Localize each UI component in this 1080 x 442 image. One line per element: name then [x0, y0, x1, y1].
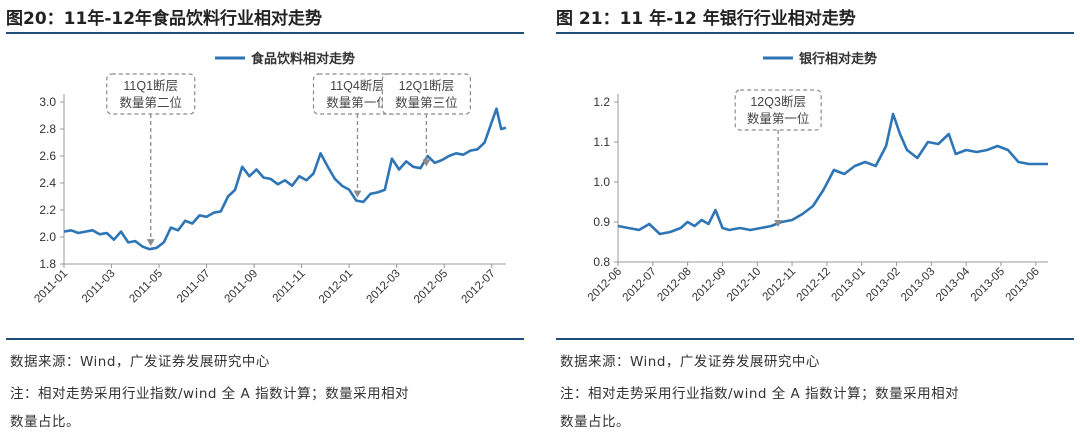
line-chart-bank: 银行相对走势0.80.91.01.11.22012-062012-072012-… [586, 51, 1048, 304]
x-tick-label: 2012-11 [760, 266, 798, 304]
x-tick-label: 2011-09 [222, 268, 260, 306]
annotation-line-1: 11Q4断层 [330, 78, 385, 93]
x-tick-label: 2013-01 [830, 266, 868, 304]
x-tick-label: 2011-03 [80, 268, 118, 306]
x-tick-label: 2012-08 [655, 266, 693, 304]
x-tick-label: 2012-05 [412, 268, 450, 306]
chart-panel-bank: 图 21：11 年-12 年银行行业相对走势 银行相对走势 0.8 0.9 1.0 1.… [556, 0, 1080, 442]
x-tick-label: 2012-01 [317, 268, 355, 306]
x-tick-label: 2012-06 [586, 266, 624, 304]
chart-panel-food-beverage: 图20：11年-12年食品饮料行业相对走势 食品饮料相对走势 1.8 2.0 2.2 2… [6, 0, 538, 442]
line-chart-food-beverage: 食品饮料相对走势 1.8 2.0 2.2 2.4 2.6 2.8 3.0 2011-01 2011… [32, 51, 507, 306]
x-tick-label: 2011-01 [32, 268, 70, 306]
footnote-line-2: 数量占比。 [560, 414, 630, 430]
x-tick-label: 2012-07 [460, 268, 498, 306]
title-divider [556, 32, 1074, 34]
x-tick-label: 2013-06 [1004, 266, 1042, 304]
y-tick-label: 2.2 [39, 203, 56, 217]
series-line [63, 107, 507, 251]
annotation-line-2: 数量第一位 [747, 111, 810, 126]
x-tick-label: 2013-03 [899, 266, 937, 304]
annotation-arrowhead [146, 239, 155, 247]
y-tick-label: 1.1 [593, 135, 610, 149]
series-line [617, 112, 1048, 236]
legend-label: 银行相对走势 [799, 51, 877, 66]
annotation-arrowhead [774, 220, 783, 227]
y-tick-label: 0.9 [593, 215, 610, 229]
x-tick-label: 2011-11 [271, 268, 308, 305]
annotation-arrowhead [353, 190, 362, 198]
y-tick-label: 1.8 [39, 257, 56, 271]
y-tick-label: 3.0 [39, 95, 56, 109]
annotation-line-1: 12Q1断层 [399, 78, 455, 93]
x-tick-label: 2012-09 [690, 266, 728, 304]
bottom-divider [556, 338, 1074, 340]
source-note: 数据来源：Wind，广发证券发展研究中心 [10, 354, 270, 370]
x-tick-label: 2012-12 [795, 266, 833, 304]
annotation-line-2: 数量第三位 [395, 95, 458, 110]
x-tick-label: 2013-04 [934, 265, 973, 304]
x-tick-label: 2012-10 [725, 266, 763, 304]
footnote-line-2: 数量占比。 [10, 414, 80, 430]
figure-title: 图20：11年-12年食品饮料行业相对走势 [6, 9, 323, 29]
y-tick-label: 1.2 [593, 95, 610, 109]
x-tick-label: 2011-05 [127, 268, 165, 306]
x-tick-label: 2012-03 [364, 268, 402, 306]
x-tick-label: 2013-02 [864, 266, 902, 304]
x-tick-label: 2013-05 [969, 266, 1007, 304]
figure-title: 图 21：11 年-12 年银行行业相对走势 [556, 9, 856, 29]
annotation-line-1: 11Q1断层 [123, 78, 178, 93]
legend-label: 食品饮料相对走势 [251, 51, 355, 66]
annotation-arrowhead [422, 159, 431, 167]
annotation-line-2: 数量第二位 [119, 95, 182, 110]
x-tick-label: 2012-07 [621, 266, 659, 304]
title-divider [6, 32, 524, 34]
y-tick-label: 2.6 [39, 149, 56, 163]
annotation-line-1: 12Q3断层 [750, 94, 806, 109]
x-tick-label: 2011-07 [175, 268, 213, 306]
y-tick-label: 2.4 [39, 176, 56, 190]
annotation-box [734, 89, 822, 131]
annotation-line-2: 数量第一位 [326, 95, 389, 110]
bottom-divider [6, 338, 524, 340]
y-tick-label: 2.8 [39, 122, 56, 136]
y-tick-label: 1.0 [593, 175, 610, 189]
source-note: 数据来源：Wind，广发证券发展研究中心 [560, 354, 820, 370]
footnote-line-1: 注：相对走势采用行业指数/wind 全 A 指数计算；数量采用相对 [10, 386, 410, 402]
footnote-line-1: 注：相对走势采用行业指数/wind 全 A 指数计算；数量采用相对 [560, 386, 960, 402]
y-tick-label: 0.8 [593, 255, 610, 269]
y-tick-label: 2.0 [39, 230, 56, 244]
